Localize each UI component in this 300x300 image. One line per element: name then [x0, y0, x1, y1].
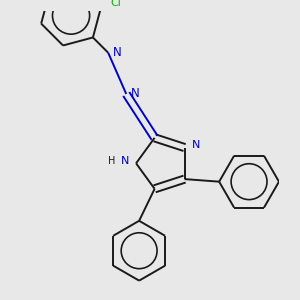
Text: Cl: Cl — [110, 0, 121, 8]
Text: N: N — [192, 140, 200, 150]
Text: H: H — [108, 156, 116, 166]
Text: N: N — [121, 156, 129, 166]
Text: N: N — [113, 46, 122, 59]
Text: N: N — [131, 88, 140, 100]
